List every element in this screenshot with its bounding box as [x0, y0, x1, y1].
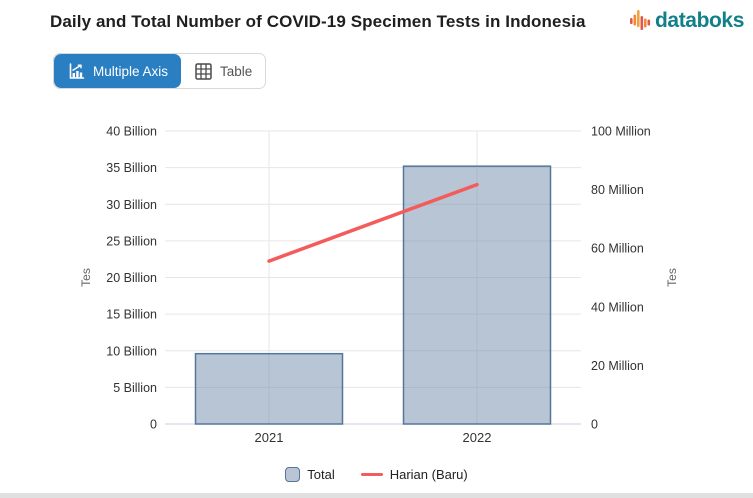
- page-title: Daily and Total Number of COVID-19 Speci…: [50, 12, 586, 31]
- total-series-swatch: [285, 467, 301, 482]
- dual-axis-chart-plot: 2021 2022 0 5 Billion 10 Billion 15 Billion 20…: [79, 125, 679, 446]
- chart-legend: Total Harian (Baru): [0, 467, 753, 482]
- tab-table[interactable]: Table: [181, 54, 265, 88]
- legend-item-harian[interactable]: Harian (Baru): [360, 467, 468, 482]
- svg-text:30 Billion: 30 Billion: [106, 198, 157, 212]
- header: Daily and Total Number of COVID-19 Speci…: [0, 0, 753, 36]
- svg-text:15 Billion: 15 Billion: [106, 308, 157, 322]
- databoks-logo-icon: [630, 10, 651, 30]
- svg-text:10 Billion: 10 Billion: [106, 344, 157, 358]
- chart: 2021 2022 0 5 Billion 10 Billion 15 Billion 20…: [0, 118, 753, 482]
- page-bottom-divider: [0, 493, 753, 498]
- svg-text:Tes: Tes: [665, 268, 679, 287]
- multi-axis-chart-icon: [69, 62, 85, 79]
- table-grid-icon: [195, 62, 212, 80]
- svg-text:25 Billion: 25 Billion: [106, 234, 157, 248]
- legend-label-total: Total: [307, 467, 335, 482]
- svg-text:0: 0: [591, 418, 598, 432]
- databoks-logo-text: databoks: [655, 9, 744, 32]
- databoks-logo[interactable]: databoks: [629, 9, 744, 33]
- harian-series-swatch: [360, 472, 383, 477]
- svg-text:35 Billion: 35 Billion: [106, 161, 157, 175]
- svg-text:2022: 2022: [463, 430, 492, 445]
- legend-item-total[interactable]: Total: [285, 467, 335, 482]
- svg-text:20 Million: 20 Million: [591, 359, 644, 373]
- tab-multiple-axis-label: Multiple Axis: [93, 63, 169, 79]
- view-toggle-group: Multiple Axis Table: [53, 53, 267, 89]
- svg-text:80 Million: 80 Million: [591, 183, 644, 197]
- legend-label-harian: Harian (Baru): [389, 467, 468, 482]
- svg-text:20 Billion: 20 Billion: [106, 271, 157, 285]
- svg-text:Tes: Tes: [79, 268, 93, 287]
- svg-text:40 Million: 40 Million: [591, 300, 644, 314]
- svg-text:5 Billion: 5 Billion: [113, 381, 157, 395]
- svg-text:60 Million: 60 Million: [591, 242, 644, 256]
- tab-multiple-axis[interactable]: Multiple Axis: [54, 54, 182, 88]
- svg-text:0: 0: [150, 418, 157, 432]
- tab-table-label: Table: [220, 63, 253, 79]
- svg-text:2021: 2021: [255, 430, 284, 445]
- svg-text:40 Billion: 40 Billion: [106, 125, 157, 139]
- svg-text:100 Million: 100 Million: [591, 125, 651, 139]
